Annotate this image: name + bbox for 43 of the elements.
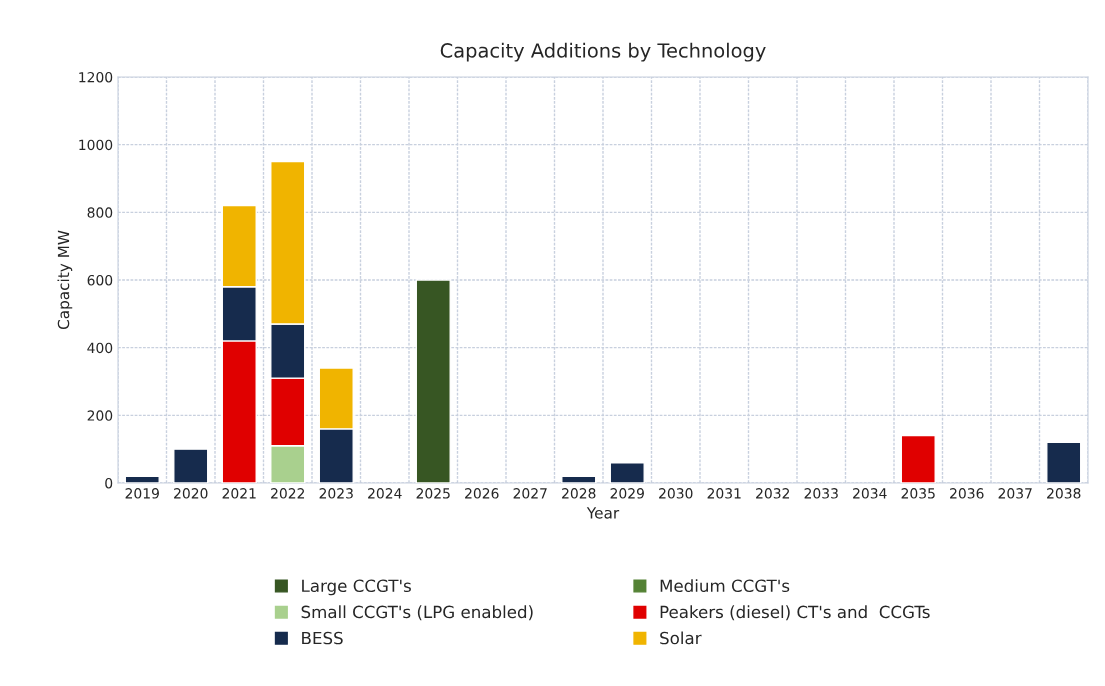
legend-label: Peakers (diesel) CT's and CCGTs	[660, 605, 930, 621]
y-tick-label: 400	[87, 342, 113, 354]
x-tick-label: 2025	[416, 488, 450, 499]
x-tick-label: 2026	[465, 488, 499, 499]
x-tick-label: 2035	[901, 488, 935, 499]
y-tick-label: 1000	[79, 139, 113, 151]
x-tick-label: 2019	[125, 488, 159, 499]
legend-label: Small CCGT's (LPG enabled)	[301, 605, 533, 621]
legend-label: Medium CCGT's	[660, 579, 790, 593]
x-tick-label: 2037	[998, 488, 1032, 499]
legend-label: BESS	[302, 631, 343, 645]
x-tick-label: 2024	[368, 488, 402, 499]
x-tick-label: 2021	[222, 488, 256, 499]
y-axis-title: Capacity MW	[57, 230, 73, 330]
x-tick-label: 2032	[756, 488, 790, 499]
bar	[173, 448, 209, 483]
x-tick-label: 2038	[1047, 488, 1081, 499]
x-tick-label: 2020	[174, 488, 208, 499]
y-tick-label: 800	[87, 207, 113, 218]
x-tick-label: 2028	[562, 488, 596, 499]
bar	[609, 462, 645, 483]
x-tick-label: 2031	[707, 488, 741, 499]
x-tick-label: 2036	[950, 488, 984, 499]
x-tick-label: 2027	[513, 488, 547, 499]
x-tick-label: 2023	[319, 488, 353, 499]
legend-label: Solar	[660, 631, 702, 645]
bar	[124, 475, 160, 483]
x-tick-label: 2022	[271, 488, 305, 499]
bar	[415, 279, 451, 483]
x-axis-title: Year	[586, 507, 620, 519]
bar	[1046, 441, 1082, 483]
chart-title: Capacity Additions by Technology	[440, 42, 766, 62]
bar	[900, 434, 936, 483]
y-tick-label: 200	[87, 410, 113, 421]
y-tick-label: 1200	[79, 71, 113, 83]
y-tick-label: 0	[105, 477, 113, 489]
x-tick-label: 2033	[804, 488, 838, 499]
x-tick-label: 2034	[853, 488, 887, 499]
x-tick-label: 2029	[610, 488, 644, 499]
legend-label: Large CCGT's	[302, 579, 411, 596]
bar	[561, 475, 597, 483]
y-tick-label: 600	[87, 274, 113, 286]
x-tick-label: 2030	[659, 488, 693, 499]
